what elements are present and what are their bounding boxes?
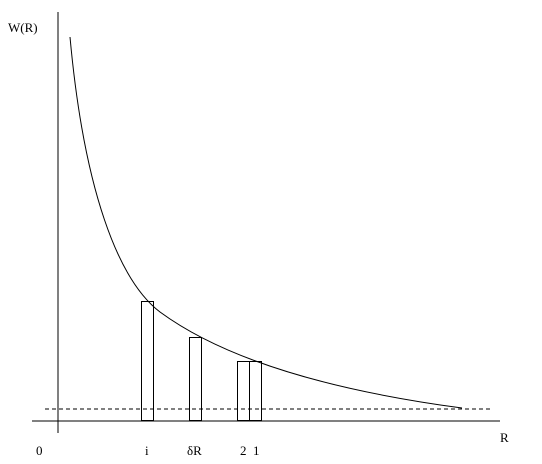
tick-label: i (145, 443, 149, 458)
curve (69, 36, 463, 409)
bar (249, 361, 262, 421)
y-label: W(R) (8, 20, 38, 35)
tick-label: δR (187, 443, 202, 458)
bar (237, 361, 250, 421)
tick-label: 2 (240, 443, 247, 458)
origin-label: 0 (36, 443, 43, 458)
bar (189, 337, 202, 421)
bar (141, 301, 154, 421)
tick-label: 1 (253, 443, 260, 458)
x-label: R (500, 430, 509, 445)
